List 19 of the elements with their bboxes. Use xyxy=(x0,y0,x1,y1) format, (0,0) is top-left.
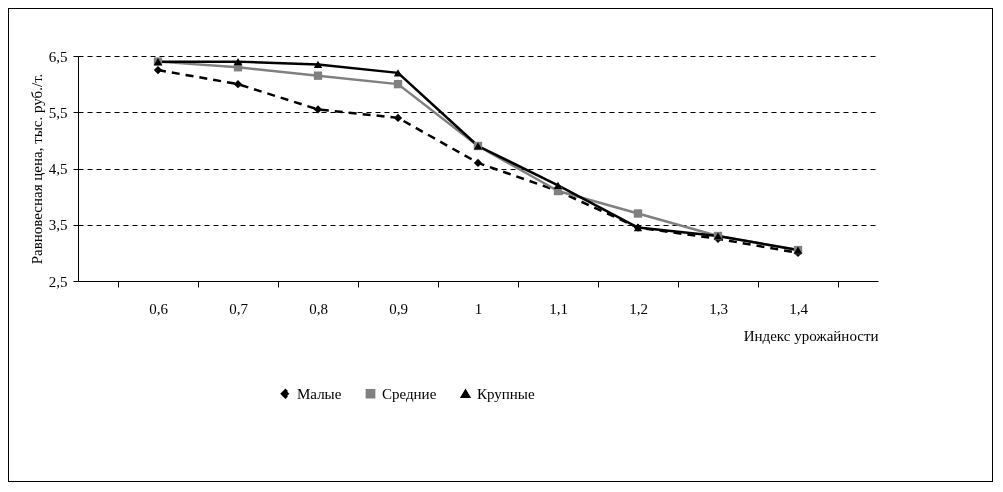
x-tick-label: 0,6 xyxy=(149,300,169,317)
x-tick-label: 1,2 xyxy=(629,300,648,317)
x-tick-label: 1 xyxy=(474,300,483,317)
y-tick-label: 5,5 xyxy=(48,104,68,121)
legend-label: Средние xyxy=(382,385,437,402)
y-tick-label: 4,5 xyxy=(48,161,68,177)
x-axis-title: Индекс урожайности xyxy=(743,327,879,344)
x-tick-label: 0,7 xyxy=(229,300,249,317)
x-tick-label: 0,9 xyxy=(389,300,408,317)
y-tick-label: 3,5 xyxy=(48,217,68,234)
legend-label: Малые xyxy=(297,385,342,402)
x-tick-label: 0,8 xyxy=(309,300,328,317)
y-axis-title: Равновесная цена, тыс. руб./т. xyxy=(28,73,45,265)
legend-label: Крупные xyxy=(477,385,535,402)
y-tick-label: 2,5 xyxy=(48,273,68,290)
x-tick-label: 1,4 xyxy=(789,300,809,317)
x-tick-label: 1,3 xyxy=(709,300,728,317)
y-tick-label: 6,5 xyxy=(48,48,68,65)
x-tick-label: 1,1 xyxy=(549,300,568,317)
